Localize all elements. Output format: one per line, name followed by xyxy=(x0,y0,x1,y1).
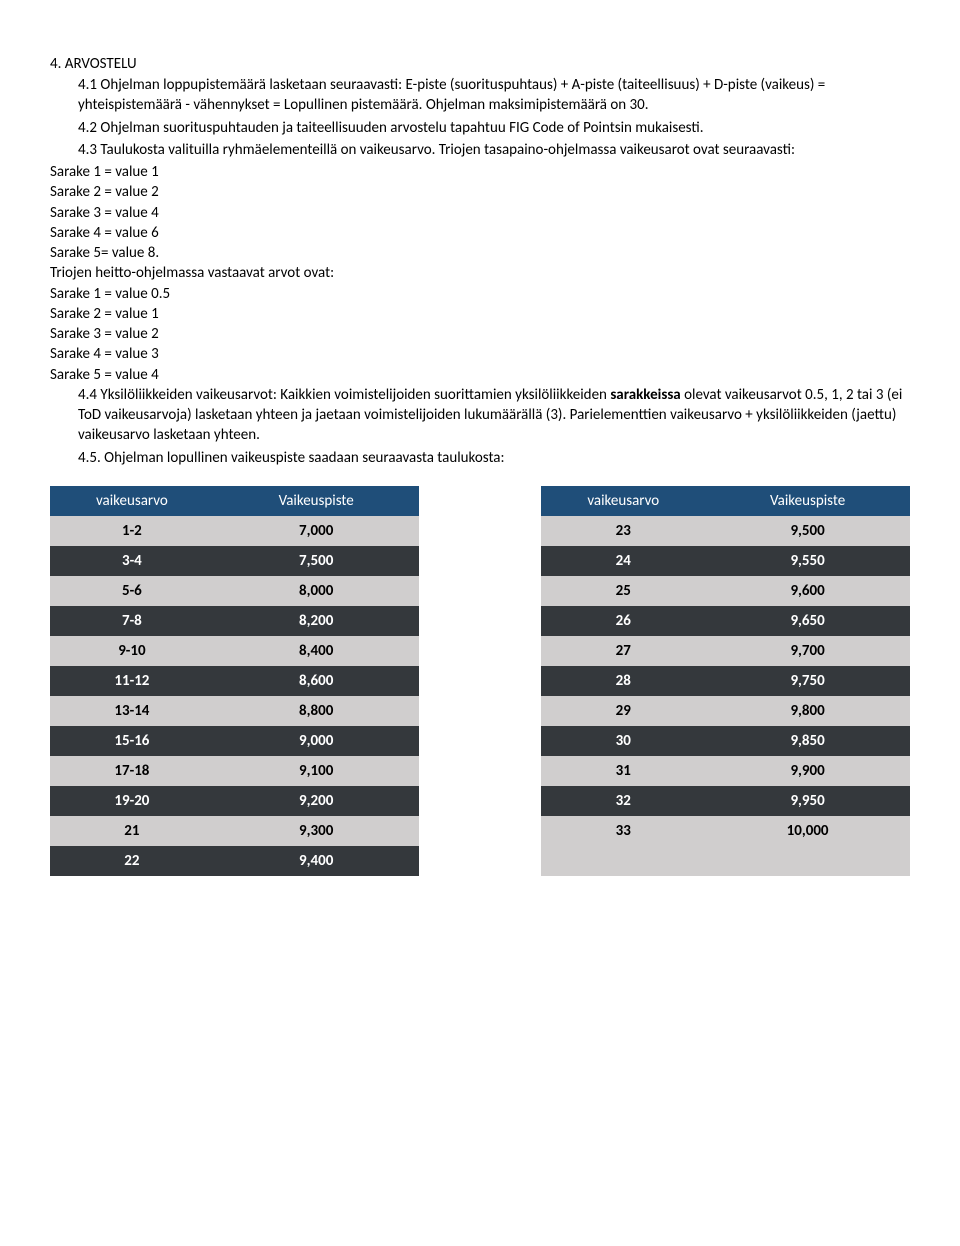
table-row: 11-128,600 289,750 xyxy=(50,666,910,696)
cell-spacer xyxy=(419,576,542,606)
cell-spacer xyxy=(419,606,542,636)
cell-vaikeusarvo-left: 17-18 xyxy=(50,756,214,786)
paragraph-4-2: 4.2 Ohjelman suorituspuhtauden ja taitee… xyxy=(50,118,910,138)
cell-vaikeuspiste-right: 9,500 xyxy=(705,516,910,546)
cell-vaikeuspiste-left: 8,800 xyxy=(214,696,419,726)
cell-spacer xyxy=(419,786,542,816)
cell-vaikeusarvo-left: 11-12 xyxy=(50,666,214,696)
tasapaino-sarake-3: Sarake 3 = value 4 xyxy=(50,203,910,223)
cell-vaikeusarvo-left: 9-10 xyxy=(50,636,214,666)
section-heading: 4. ARVOSTELU xyxy=(50,55,910,73)
cell-vaikeusarvo-right: 28 xyxy=(541,666,705,696)
heitto-sarake-4: Sarake 4 = value 3 xyxy=(50,344,910,364)
cell-vaikeuspiste-left: 8,200 xyxy=(214,606,419,636)
cell-vaikeuspiste-right: 9,650 xyxy=(705,606,910,636)
cell-spacer xyxy=(419,666,542,696)
cell-vaikeuspiste-left: 9,300 xyxy=(214,816,419,846)
cell-spacer xyxy=(419,516,542,546)
cell-vaikeusarvo-right: 30 xyxy=(541,726,705,756)
cell-vaikeusarvo-right: 32 xyxy=(541,786,705,816)
cell-vaikeuspiste-left: 8,400 xyxy=(214,636,419,666)
vaikeuspiste-table: vaikeusarvo Vaikeuspiste vaikeusarvo Vai… xyxy=(50,486,910,876)
cell-vaikeuspiste-right: 9,850 xyxy=(705,726,910,756)
tasapaino-sarake-2: Sarake 2 = value 2 xyxy=(50,182,910,202)
cell-vaikeusarvo-left: 19-20 xyxy=(50,786,214,816)
th-vaikeuspiste-right: Vaikeuspiste xyxy=(705,486,910,516)
cell-vaikeusarvo-left: 1-2 xyxy=(50,516,214,546)
cell-vaikeusarvo-right: 31 xyxy=(541,756,705,786)
p44-bold: sarakkeissa xyxy=(610,386,680,404)
cell-vaikeuspiste-left: 9,000 xyxy=(214,726,419,756)
cell-vaikeuspiste-left: 9,100 xyxy=(214,756,419,786)
table-row: 9-108,400 279,700 xyxy=(50,636,910,666)
cell-vaikeusarvo-left: 21 xyxy=(50,816,214,846)
heitto-intro: Triojen heitto-ohjelmassa vastaavat arvo… xyxy=(50,263,910,283)
cell-spacer xyxy=(419,846,542,876)
cell-vaikeusarvo-right: 33 xyxy=(541,816,705,846)
p44-pre: 4.4 Yksilöliikkeiden vaikeusarvot: Kaikk… xyxy=(78,386,610,404)
cell-vaikeusarvo-left: 5-6 xyxy=(50,576,214,606)
table-row: 17-189,100 319,900 xyxy=(50,756,910,786)
cell-spacer xyxy=(419,816,542,846)
cell-vaikeusarvo-left: 15-16 xyxy=(50,726,214,756)
th-spacer xyxy=(419,486,542,516)
paragraph-4-1: 4.1 Ohjelman loppupistemäärä lasketaan s… xyxy=(50,75,910,116)
th-vaikeusarvo-right: vaikeusarvo xyxy=(541,486,705,516)
cell-vaikeusarvo-right: 25 xyxy=(541,576,705,606)
cell-vaikeuspiste-left: 9,400 xyxy=(214,846,419,876)
th-vaikeusarvo-left: vaikeusarvo xyxy=(50,486,214,516)
cell-vaikeuspiste-right: 9,900 xyxy=(705,756,910,786)
cell-spacer xyxy=(419,546,542,576)
cell-vaikeuspiste-left: 8,000 xyxy=(214,576,419,606)
cell-spacer xyxy=(419,726,542,756)
th-vaikeuspiste-left: Vaikeuspiste xyxy=(214,486,419,516)
cell-vaikeusarvo-right: 29 xyxy=(541,696,705,726)
cell-vaikeuspiste-right xyxy=(705,846,910,876)
tasapaino-sarake-5: Sarake 5= value 8. xyxy=(50,243,910,263)
cell-spacer xyxy=(419,696,542,726)
cell-vaikeuspiste-right: 9,950 xyxy=(705,786,910,816)
table-row: 7-88,200 269,650 xyxy=(50,606,910,636)
cell-vaikeusarvo-right: 24 xyxy=(541,546,705,576)
cell-vaikeuspiste-right: 10,000 xyxy=(705,816,910,846)
paragraph-4-4: 4.4 Yksilöliikkeiden vaikeusarvot: Kaikk… xyxy=(50,385,910,446)
heitto-sarake-3: Sarake 3 = value 2 xyxy=(50,324,910,344)
cell-vaikeuspiste-left: 7,000 xyxy=(214,516,419,546)
table-body: 1-27,000 239,500 3-47,500 249,550 5-68,000 25… xyxy=(50,516,910,876)
cell-vaikeusarvo-right: 27 xyxy=(541,636,705,666)
paragraph-4-5: 4.5. Ohjelman lopullinen vaikeuspiste sa… xyxy=(50,448,910,468)
cell-vaikeuspiste-right: 9,700 xyxy=(705,636,910,666)
heitto-sarake-2: Sarake 2 = value 1 xyxy=(50,304,910,324)
table-row: 3-47,500 249,550 xyxy=(50,546,910,576)
cell-vaikeuspiste-right: 9,600 xyxy=(705,576,910,606)
table-row: 13-148,800 299,800 xyxy=(50,696,910,726)
cell-vaikeuspiste-left: 7,500 xyxy=(214,546,419,576)
tasapaino-sarake-1: Sarake 1 = value 1 xyxy=(50,162,910,182)
cell-vaikeuspiste-right: 9,800 xyxy=(705,696,910,726)
table-row: 15-169,000 309,850 xyxy=(50,726,910,756)
table-header-row: vaikeusarvo Vaikeuspiste vaikeusarvo Vai… xyxy=(50,486,910,516)
cell-vaikeuspiste-right: 9,550 xyxy=(705,546,910,576)
cell-spacer xyxy=(419,636,542,666)
cell-vaikeuspiste-right: 9,750 xyxy=(705,666,910,696)
cell-vaikeusarvo-left: 13-14 xyxy=(50,696,214,726)
table-row: 219,300 3310,000 xyxy=(50,816,910,846)
table-row: 5-68,000 259,600 xyxy=(50,576,910,606)
cell-vaikeusarvo-left: 22 xyxy=(50,846,214,876)
table-row: 229,400 xyxy=(50,846,910,876)
cell-vaikeuspiste-left: 8,600 xyxy=(214,666,419,696)
cell-spacer xyxy=(419,756,542,786)
cell-vaikeuspiste-left: 9,200 xyxy=(214,786,419,816)
cell-vaikeusarvo-left: 3-4 xyxy=(50,546,214,576)
cell-vaikeusarvo-right: 26 xyxy=(541,606,705,636)
paragraph-4-3-intro: 4.3 Taulukosta valituilla ryhmäelementei… xyxy=(50,140,910,160)
heitto-sarake-5: Sarake 5 = value 4 xyxy=(50,365,910,385)
heitto-sarake-1: Sarake 1 = value 0.5 xyxy=(50,284,910,304)
tasapaino-sarake-4: Sarake 4 = value 6 xyxy=(50,223,910,243)
cell-vaikeusarvo-left: 7-8 xyxy=(50,606,214,636)
table-row: 1-27,000 239,500 xyxy=(50,516,910,546)
table-row: 19-209,200 329,950 xyxy=(50,786,910,816)
cell-vaikeusarvo-right: 23 xyxy=(541,516,705,546)
cell-vaikeusarvo-right xyxy=(541,846,705,876)
